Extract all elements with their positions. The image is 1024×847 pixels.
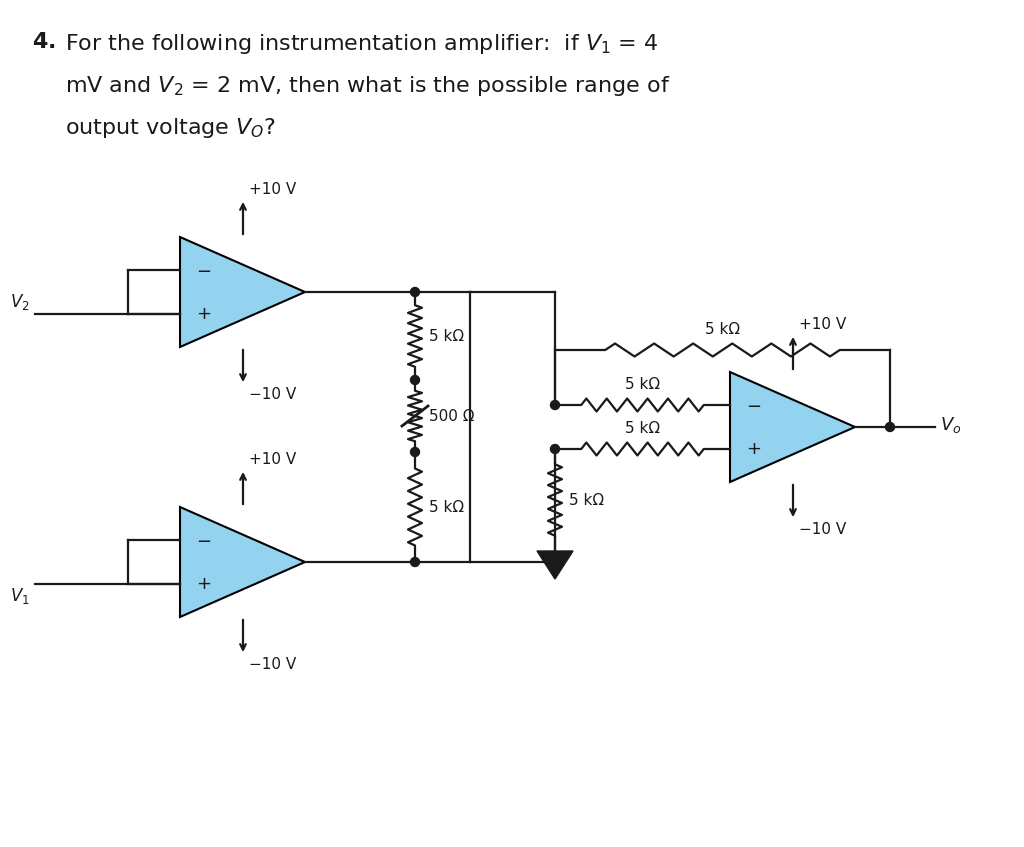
- Text: $-$: $-$: [196, 531, 211, 549]
- Circle shape: [551, 401, 559, 409]
- Text: −10 V: −10 V: [249, 387, 296, 402]
- Polygon shape: [537, 551, 573, 579]
- Text: +10 V: +10 V: [249, 452, 296, 467]
- Circle shape: [551, 445, 559, 453]
- Circle shape: [411, 557, 420, 567]
- Circle shape: [886, 423, 895, 431]
- Text: $-$: $-$: [746, 396, 761, 414]
- Circle shape: [411, 447, 420, 457]
- Text: 500 Ω: 500 Ω: [429, 408, 474, 424]
- Text: output voltage $V_O$?: output voltage $V_O$?: [65, 116, 276, 140]
- Text: 5 kΩ: 5 kΩ: [625, 377, 660, 392]
- Text: $V_o$: $V_o$: [940, 415, 962, 435]
- Text: mV and $V_2$ = 2 mV, then what is the possible range of: mV and $V_2$ = 2 mV, then what is the po…: [65, 74, 671, 98]
- Text: $V_2$: $V_2$: [10, 292, 30, 312]
- Text: +10 V: +10 V: [249, 182, 296, 197]
- Polygon shape: [180, 507, 305, 617]
- Circle shape: [411, 375, 420, 385]
- Text: −10 V: −10 V: [799, 522, 846, 537]
- Text: $+$: $+$: [196, 575, 211, 593]
- Text: $-$: $-$: [196, 261, 211, 279]
- Text: $+$: $+$: [196, 305, 211, 323]
- Text: 5 kΩ: 5 kΩ: [429, 329, 464, 344]
- Text: $V_1$: $V_1$: [10, 586, 30, 606]
- Text: 5 kΩ: 5 kΩ: [569, 492, 604, 507]
- Polygon shape: [180, 237, 305, 347]
- Circle shape: [411, 287, 420, 296]
- Text: 5 kΩ: 5 kΩ: [429, 500, 464, 514]
- Polygon shape: [730, 372, 855, 482]
- Text: $+$: $+$: [746, 440, 761, 458]
- Text: $\mathbf{4.}$: $\mathbf{4.}$: [32, 32, 55, 52]
- Text: +10 V: +10 V: [799, 317, 846, 332]
- Text: −10 V: −10 V: [249, 657, 296, 672]
- Text: For the following instrumentation amplifier:  if $V_1$ = 4: For the following instrumentation amplif…: [65, 32, 658, 56]
- Text: 5 kΩ: 5 kΩ: [705, 322, 740, 337]
- Text: 5 kΩ: 5 kΩ: [625, 421, 660, 436]
